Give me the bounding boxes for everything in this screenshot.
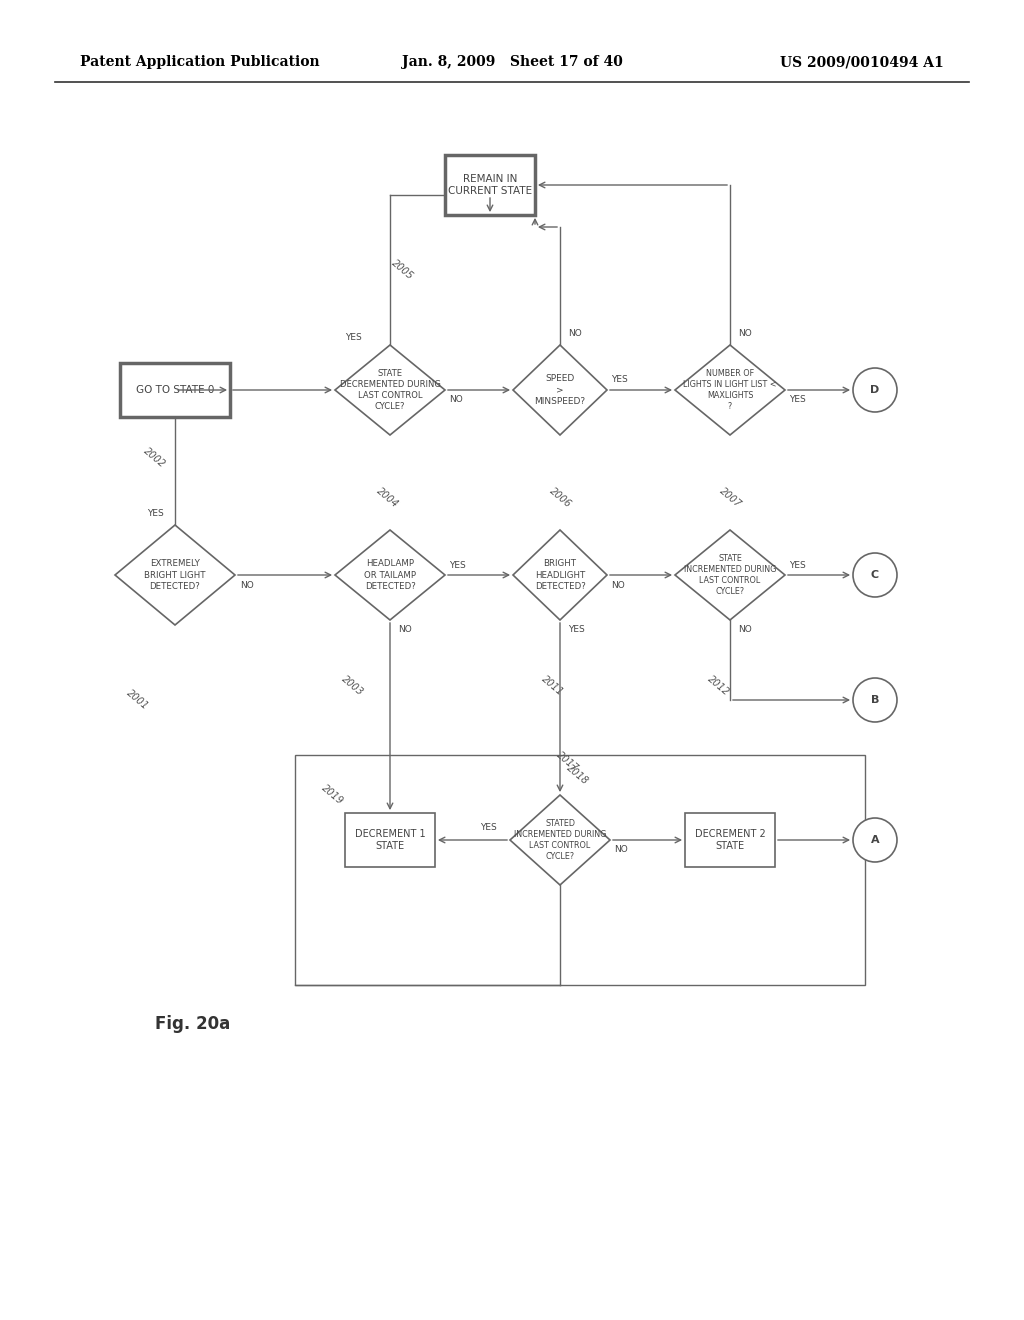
Text: C: C xyxy=(871,570,879,579)
Bar xyxy=(445,154,535,215)
Text: YES: YES xyxy=(611,375,628,384)
Text: YES: YES xyxy=(790,396,806,404)
Text: NO: NO xyxy=(568,329,582,338)
Text: NO: NO xyxy=(614,846,628,854)
Text: STATE
INCREMENTED DURING
LAST CONTROL
CYCLE?: STATE INCREMENTED DURING LAST CONTROL CY… xyxy=(684,554,776,597)
Text: SPEED
>
MINSPEED?: SPEED > MINSPEED? xyxy=(535,375,586,405)
Polygon shape xyxy=(510,795,610,884)
Text: Jan. 8, 2009   Sheet 17 of 40: Jan. 8, 2009 Sheet 17 of 40 xyxy=(401,55,623,69)
Text: DECREMENT 2
STATE: DECREMENT 2 STATE xyxy=(694,829,765,851)
Circle shape xyxy=(853,368,897,412)
Text: 2007: 2007 xyxy=(718,486,743,510)
Text: YES: YES xyxy=(345,333,361,342)
Polygon shape xyxy=(335,345,445,436)
Text: YES: YES xyxy=(449,561,466,569)
Text: HEADLAMP
OR TAILAMP
DETECTED?: HEADLAMP OR TAILAMP DETECTED? xyxy=(364,560,416,590)
Text: NO: NO xyxy=(240,581,254,590)
Text: B: B xyxy=(870,696,880,705)
Text: A: A xyxy=(870,836,880,845)
Polygon shape xyxy=(335,531,445,620)
Text: 2005: 2005 xyxy=(390,259,416,282)
Text: YES: YES xyxy=(568,626,585,635)
Text: 2018: 2018 xyxy=(565,763,591,787)
Text: NO: NO xyxy=(398,626,412,635)
Circle shape xyxy=(853,553,897,597)
Text: 2017: 2017 xyxy=(555,750,581,774)
Text: NO: NO xyxy=(611,581,625,590)
Polygon shape xyxy=(675,531,785,620)
Text: NO: NO xyxy=(449,396,463,404)
Text: REMAIN IN
CURRENT STATE: REMAIN IN CURRENT STATE xyxy=(447,174,532,197)
Polygon shape xyxy=(115,525,234,624)
Text: 2019: 2019 xyxy=(319,783,345,807)
Text: D: D xyxy=(870,385,880,395)
Bar xyxy=(345,813,435,867)
Circle shape xyxy=(853,678,897,722)
Text: DECREMENT 1
STATE: DECREMENT 1 STATE xyxy=(354,829,425,851)
Text: YES: YES xyxy=(790,561,806,569)
Text: Patent Application Publication: Patent Application Publication xyxy=(80,55,319,69)
Text: 2001: 2001 xyxy=(125,688,151,711)
Circle shape xyxy=(853,818,897,862)
Text: YES: YES xyxy=(480,824,497,833)
Text: NO: NO xyxy=(738,626,752,635)
Bar xyxy=(295,755,865,985)
Text: EXTREMELY
BRIGHT LIGHT
DETECTED?: EXTREMELY BRIGHT LIGHT DETECTED? xyxy=(144,560,206,590)
Text: US 2009/0010494 A1: US 2009/0010494 A1 xyxy=(780,55,944,69)
Bar xyxy=(685,813,775,867)
Text: 2012: 2012 xyxy=(706,675,731,698)
Text: Fig. 20a: Fig. 20a xyxy=(155,1015,230,1034)
Text: 2011: 2011 xyxy=(540,675,565,698)
Text: 2004: 2004 xyxy=(375,486,400,510)
Text: STATED
INCREMENTED DURING
LAST CONTROL
CYCLE?: STATED INCREMENTED DURING LAST CONTROL C… xyxy=(514,818,606,861)
Text: 2006: 2006 xyxy=(548,486,573,510)
Text: NUMBER OF
LIGHTS IN LIGHT LIST <
MAXLIGHTS
?: NUMBER OF LIGHTS IN LIGHT LIST < MAXLIGH… xyxy=(683,368,777,411)
Polygon shape xyxy=(675,345,785,436)
Text: YES: YES xyxy=(147,508,164,517)
Text: STATE
DECREMENTED DURING
LAST CONTROL
CYCLE?: STATE DECREMENTED DURING LAST CONTROL CY… xyxy=(340,368,440,411)
Text: BRIGHT
HEADLIGHT
DETECTED?: BRIGHT HEADLIGHT DETECTED? xyxy=(535,560,586,590)
Polygon shape xyxy=(513,531,607,620)
Text: 2002: 2002 xyxy=(142,446,168,470)
Bar xyxy=(120,363,230,417)
Text: NO: NO xyxy=(738,329,752,338)
Text: 2003: 2003 xyxy=(340,675,366,698)
Text: GO TO STATE 0: GO TO STATE 0 xyxy=(136,385,214,395)
Polygon shape xyxy=(513,345,607,436)
